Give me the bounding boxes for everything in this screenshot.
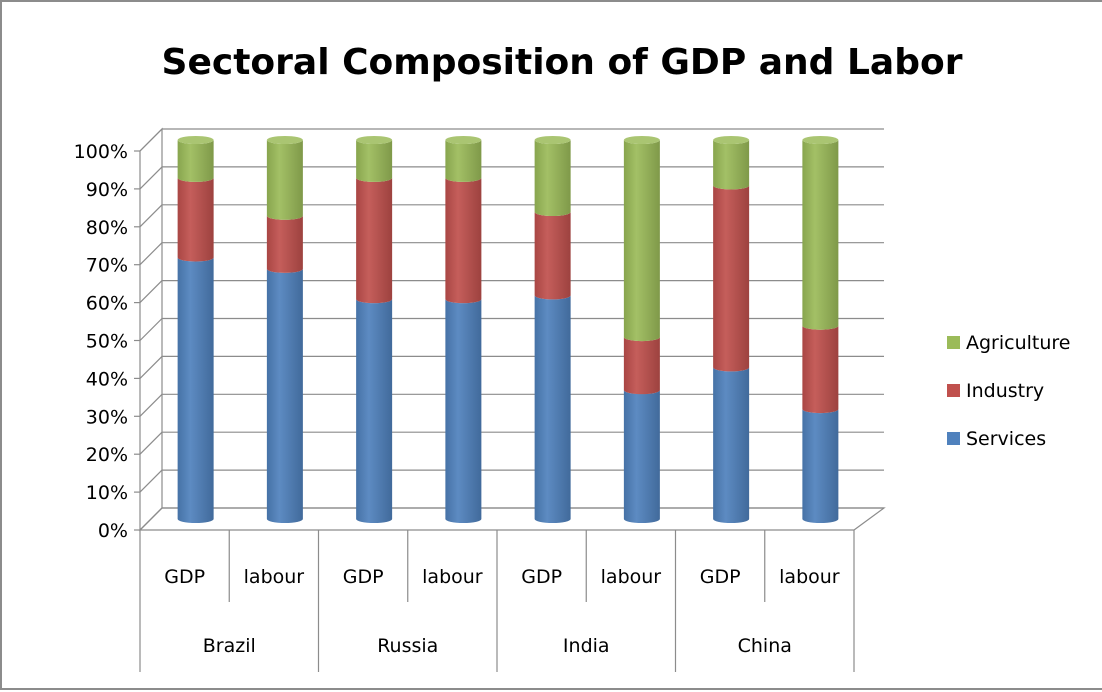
bar-industry <box>445 177 482 304</box>
grid-lines <box>139 128 884 531</box>
bar-top-agriculture <box>802 136 839 144</box>
bar-agriculture <box>802 140 839 330</box>
legend-swatch <box>947 336 960 349</box>
gridline-side <box>139 204 163 228</box>
gridline-side <box>139 507 163 531</box>
bar-agriculture <box>534 140 571 217</box>
gridline-side <box>139 128 163 152</box>
bar-top-agriculture <box>534 136 571 144</box>
legend-swatch <box>947 384 960 397</box>
x-group-label: Brazil <box>203 635 256 657</box>
bar-top-agriculture <box>177 136 214 144</box>
y-tick-label: 40% <box>86 368 128 390</box>
bar-agriculture <box>713 140 750 190</box>
x-group-label: India <box>563 635 610 657</box>
x-category-label: labour <box>422 566 483 588</box>
bar-agriculture <box>445 140 482 182</box>
bar-top-agriculture <box>445 136 482 144</box>
y-tick-label: 70% <box>86 255 128 277</box>
bar-services <box>802 409 839 523</box>
x-category-label: labour <box>244 566 305 588</box>
bar-top-agriculture <box>356 136 393 144</box>
chart-title: Sectoral Composition of GDP and Labor <box>162 42 963 83</box>
legend-swatch <box>947 432 960 445</box>
bar-industry <box>802 325 839 414</box>
floor <box>138 507 886 531</box>
y-tick-label: 0% <box>98 520 128 542</box>
bar-industry <box>177 177 214 262</box>
y-axis-ticks: 0% 10% 20% 30% 40% 50% 60% 70% 80% 90% 100% <box>74 141 140 542</box>
x-group-label: Russia <box>377 635 438 657</box>
gridline-side <box>139 242 163 266</box>
legend-label: Services <box>966 428 1046 450</box>
bar-top-agriculture <box>623 136 660 144</box>
gridline-side <box>139 393 163 417</box>
bar-services <box>266 268 303 523</box>
y-tick-label: 60% <box>86 293 128 315</box>
bar-services <box>177 257 214 523</box>
bar-services <box>713 367 750 523</box>
x-axis: GDP labour GDP labour GDP labour GDP labour Braz… <box>139 530 855 672</box>
bar-agriculture <box>266 140 303 220</box>
gridline-side <box>139 280 163 304</box>
bar-top-agriculture <box>713 136 750 144</box>
x-category-label: GDP <box>700 566 741 588</box>
y-tick-label: 100% <box>74 141 128 163</box>
y-tick-label: 30% <box>86 406 128 428</box>
gridline-side <box>139 355 163 379</box>
x-category-label: GDP <box>343 566 384 588</box>
bar-services <box>445 299 482 523</box>
y-tick-label: 50% <box>86 331 128 353</box>
bars <box>177 136 839 523</box>
bar-agriculture <box>177 140 214 182</box>
x-category-label: GDP <box>164 566 205 588</box>
legend-label: Agriculture <box>966 332 1071 354</box>
bar-services <box>623 390 660 523</box>
y-tick-label: 80% <box>86 217 128 239</box>
bar-services <box>356 299 393 523</box>
x-category-label: labour <box>601 566 662 588</box>
gridline-side <box>139 469 163 493</box>
y-tick-label: 90% <box>86 179 128 201</box>
bar-agriculture <box>356 140 393 182</box>
bar-industry <box>623 337 660 395</box>
legend-label: Industry <box>966 380 1044 402</box>
legend: Agriculture Industry Services <box>947 332 1071 450</box>
x-category-label: labour <box>779 566 840 588</box>
bar-services <box>534 295 571 523</box>
y-tick-label: 10% <box>86 482 128 504</box>
x-category-label: GDP <box>521 566 562 588</box>
bar-industry <box>713 185 750 372</box>
bar-industry <box>534 212 571 300</box>
gridline-side <box>139 166 163 190</box>
gridline-side <box>139 431 163 455</box>
gridline-side <box>139 318 163 341</box>
bar-industry <box>266 215 303 273</box>
bar-industry <box>356 177 393 304</box>
x-group-label: China <box>738 635 792 657</box>
bar-top-agriculture <box>266 136 303 144</box>
y-tick-label: 20% <box>86 444 128 466</box>
bar-agriculture <box>623 140 660 342</box>
